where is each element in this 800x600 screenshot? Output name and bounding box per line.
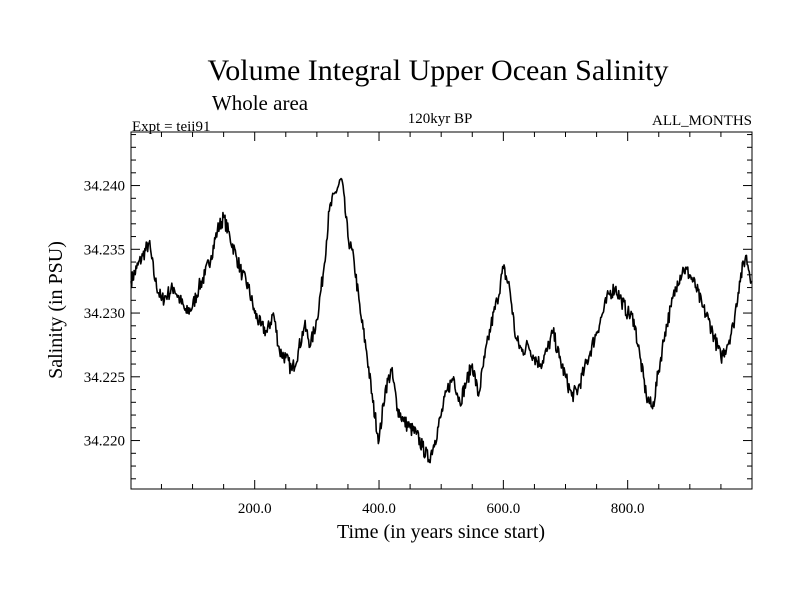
chart-title: Volume Integral Upper Ocean Salinity (208, 54, 669, 87)
salinity-series-line (130, 177, 753, 464)
months-label: ALL_MONTHS (652, 113, 752, 129)
x-axis-label: Time (in years since start) (337, 521, 545, 543)
x-axis: 200.0 400.0 600.0 800.0 (160, 132, 722, 517)
experiment-label: Expt = teii91 (132, 119, 210, 135)
x-tick-label: 600.0 (486, 501, 520, 517)
x-tick-label: 800.0 (611, 501, 645, 517)
period-label: 120kyr BP (408, 111, 473, 127)
y-axis-label: Salinity (in PSU) (45, 241, 67, 379)
y-tick-label: 34.225 (84, 370, 125, 386)
plot-frame (130, 131, 753, 490)
y-tick-label: 34.230 (84, 306, 125, 322)
x-tick-label: 400.0 (362, 501, 396, 517)
chart-subtitle: Whole area (212, 91, 309, 115)
x-tick-label: 200.0 (238, 501, 272, 517)
y-tick-label: 34.235 (84, 242, 125, 258)
y-tick-label: 34.220 (84, 434, 125, 450)
y-tick-label: 34.240 (84, 179, 125, 195)
y-axis: 34.220 34.225 34.230 34.235 34.240 (84, 134, 752, 480)
